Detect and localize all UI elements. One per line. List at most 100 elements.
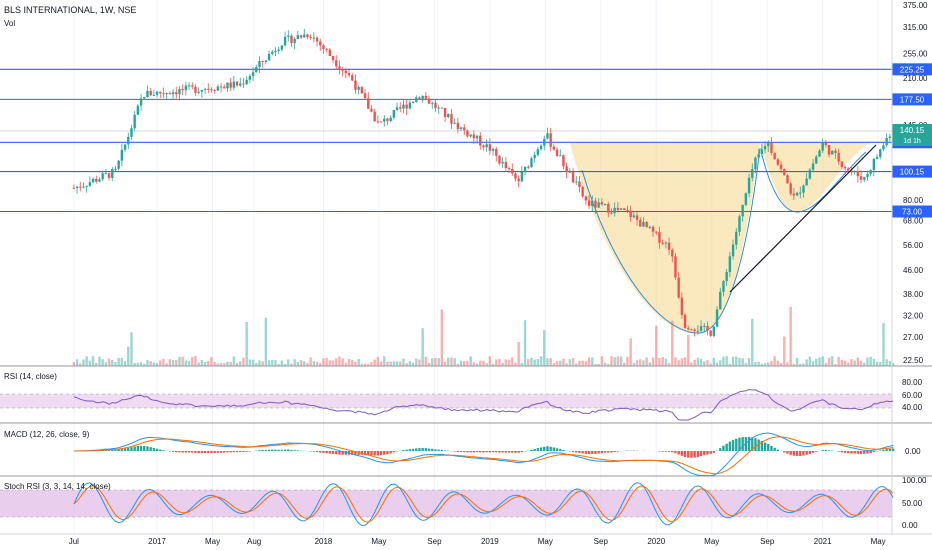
macd-hist-bar: [815, 451, 818, 452]
macd-hist-bar: [296, 450, 300, 451]
macd-hist-bar: [741, 437, 744, 451]
volume-bar: [706, 360, 709, 366]
time-tick: 2018: [315, 537, 333, 546]
candle-body: [626, 209, 629, 211]
macd-hist-bar: [197, 451, 200, 454]
macd-hist-bar: [754, 438, 757, 451]
stoch-tick-50: 50.00: [902, 499, 923, 508]
stoch-band: [0, 490, 892, 517]
volume-bar: [818, 357, 821, 366]
candle-body: [859, 176, 863, 180]
time-axis[interactable]: Jul 2017 May Aug 2018 May Sep 2019 May Sep 2020 May…: [69, 537, 886, 546]
price-axis-bg[interactable]: [892, 0, 932, 550]
volume-bar: [363, 363, 367, 366]
macd-hist-bar: [117, 449, 120, 451]
candle-body: [514, 173, 517, 179]
level-label: 225.25: [900, 65, 925, 74]
time-tick: May: [205, 537, 220, 546]
level-label: 177.50: [900, 95, 925, 104]
candle-body: [549, 133, 552, 147]
volume-bar: [306, 363, 309, 366]
candle-body: [127, 136, 130, 145]
volume-bar: [127, 346, 130, 366]
macd-hist-bar: [123, 448, 127, 451]
volume-bar: [805, 359, 808, 366]
candle-body: [459, 127, 463, 129]
macd-hist-bar: [402, 450, 405, 451]
volume-bar: [226, 361, 229, 366]
macd-hist-bar: [328, 451, 332, 454]
candle-body: [242, 83, 245, 85]
volume-bar: [859, 360, 863, 366]
macd-hist-bar: [127, 447, 130, 451]
stoch-title[interactable]: Stoch RSI (3, 3, 14, 14, close): [4, 482, 111, 491]
macd-hist-bar: [872, 451, 876, 453]
macd-hist-bar: [555, 448, 559, 451]
candle-body: [546, 133, 549, 139]
candle-body: [587, 200, 591, 206]
macd-hist-bar: [853, 451, 856, 454]
candle-body: [267, 53, 271, 61]
macd-hist-bar: [783, 451, 786, 453]
trendline[interactable]: [729, 144, 877, 293]
candle-body: [853, 171, 856, 173]
volume-bar: [75, 359, 79, 366]
volume-bar: [587, 357, 591, 366]
candle-body: [533, 154, 536, 159]
candle-body: [373, 111, 376, 122]
volume-bar: [888, 361, 892, 366]
candle-body: [616, 207, 620, 210]
macd-hist-bar: [363, 451, 367, 455]
volume-bar: [629, 338, 632, 366]
candle-body: [347, 73, 351, 76]
candle-body: [159, 91, 162, 94]
volume-bar: [687, 334, 690, 366]
macd-hist-bar: [415, 448, 418, 451]
macd-hist-bar: [453, 451, 456, 452]
macd-hist-bar: [546, 446, 549, 451]
macd-hist-bar: [888, 448, 892, 451]
candle-body: [421, 95, 424, 99]
macd-hist-bar: [805, 451, 808, 455]
macd-title[interactable]: MACD (12, 26, close, 9): [4, 430, 90, 439]
macd-hist-bar: [463, 451, 466, 453]
volume-bar: [751, 318, 754, 366]
macd-hist-bar: [543, 446, 546, 451]
volume-bar: [264, 317, 268, 366]
macd-hist-bar: [738, 437, 741, 451]
volume-bar: [82, 359, 85, 366]
volume-bar: [447, 357, 450, 366]
volume-bar: [715, 362, 719, 366]
volume-bar: [440, 309, 444, 366]
volume-bar: [213, 361, 216, 366]
volume-bar: [786, 362, 789, 366]
volume-bar: [533, 359, 536, 366]
volume-bar: [98, 356, 101, 366]
volume-bar: [703, 361, 706, 366]
volume-bar: [527, 359, 530, 366]
symbol-title[interactable]: BLS INTERNATIONAL, 1W, NSE: [4, 5, 136, 15]
volume-bar: [584, 361, 588, 366]
rsi-title[interactable]: RSI (14, close): [4, 372, 57, 381]
bar-countdown: 1d 1h: [903, 138, 921, 145]
candle-body: [821, 142, 824, 151]
macd-hist-bar: [239, 451, 242, 452]
candle-body: [149, 90, 152, 96]
macd-hist-bar: [424, 448, 428, 451]
candle-body: [651, 226, 655, 232]
volume-bar: [443, 361, 447, 366]
candle-body: [680, 297, 684, 315]
level-tag: [892, 63, 932, 76]
macd-hist-bar: [667, 451, 671, 452]
macd-hist-bar: [891, 448, 895, 451]
candle-body: [187, 85, 191, 87]
time-tick: 2019: [481, 537, 499, 546]
macd-hist-bar: [223, 451, 226, 453]
volume-bar: [341, 358, 344, 366]
macd-hist-bar: [466, 451, 469, 453]
candle-body: [283, 36, 287, 46]
candle-body: [594, 200, 597, 208]
macd-hist-bar: [491, 451, 495, 453]
macd-hist-bar: [479, 451, 482, 453]
macd-hist-bar: [459, 451, 463, 453]
